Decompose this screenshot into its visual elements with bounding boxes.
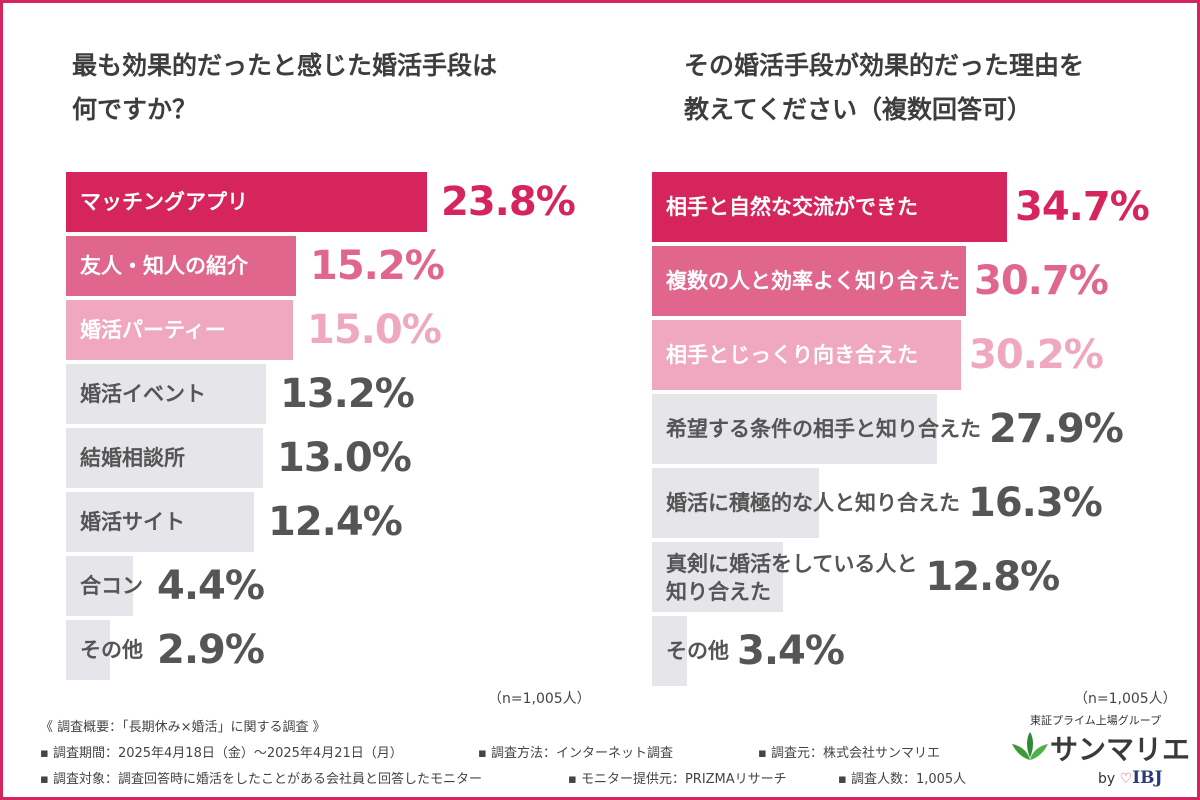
bar-value-6: 12.8%: [925, 554, 1060, 600]
survey-respondents: ▪ 調査人数：1,005人: [838, 772, 967, 787]
ibj-logo-text: IBJ: [1132, 768, 1163, 788]
bar-value-2: 15.2%: [310, 243, 445, 289]
survey-source: ▪ 調査元：株式会社サンマリエ: [758, 746, 940, 761]
bar-label-2: 友人・知人の紹介: [80, 254, 248, 278]
leaf-logo-icon: [1012, 732, 1048, 760]
brand-by-text: by: [1098, 771, 1116, 787]
bar-label-3: 相手とじっくり向き合えた: [666, 343, 918, 367]
bar-3: [66, 300, 293, 360]
bar-6: [66, 492, 254, 552]
bar-label-6: 真剣に婚活をしている人と 知り合えた: [666, 552, 918, 604]
bar-4: [66, 364, 266, 424]
heart-icon: ♡: [1119, 771, 1133, 787]
bar-2: [652, 246, 966, 316]
survey-method: ▪ 調査方法：インターネット調査: [478, 746, 673, 761]
bar-value-5: 13.0%: [277, 435, 412, 481]
bar-label-5: 結婚相談所: [80, 446, 185, 470]
survey-summary-heading: 《 調査概要：「長期休み×婚活」に関する調査 》: [40, 720, 326, 735]
bar-label-4: 婚活イベント: [80, 382, 206, 406]
bar-6: [652, 542, 783, 612]
bar-value-7: 4.4%: [157, 563, 265, 609]
brand-name: サンマリエ: [1050, 733, 1191, 766]
brand-byline: by ♡IBJ: [1098, 768, 1163, 788]
bar-label-4: 希望する条件の相手と知り合えた: [666, 417, 981, 441]
bar-4: [652, 394, 937, 464]
bar-value-8: 2.9%: [157, 627, 265, 673]
survey-target: ▪ 調査対象：調査回答時に婚活をしたことがある会社員と回答したモニター: [40, 772, 482, 787]
bar-label-7: その他: [666, 639, 729, 663]
bar-value-4: 27.9%: [989, 406, 1124, 452]
bar-value-1: 34.7%: [1015, 184, 1150, 230]
bar-value-7: 3.4%: [737, 628, 845, 674]
monitor-provider: ▪ モニター提供元：PRIZMAリサーチ: [568, 772, 787, 787]
bar-value-2: 30.7%: [974, 258, 1109, 304]
bar-5: [66, 428, 263, 488]
bar-8: [66, 620, 110, 680]
bar-1: [652, 172, 1007, 242]
right-chart-title-line-1: その婚活手段が効果的だった理由を: [684, 51, 1085, 80]
left-chart-title-line-1: 最も効果的だったと感じた婚活手段は: [72, 51, 498, 80]
bar-label-8: その他: [80, 638, 143, 662]
bar-5: [652, 468, 819, 538]
bar-value-6: 12.4%: [268, 499, 403, 545]
bar-value-3: 15.0%: [307, 307, 442, 353]
bar-1: [66, 172, 427, 232]
bar-value-5: 16.3%: [968, 480, 1103, 526]
left-chart-sample-note: （n=1,005人）: [488, 691, 591, 707]
bar-value-4: 13.2%: [280, 371, 415, 417]
right-chart-title-line-2: 教えてください（複数回答可）: [684, 95, 1033, 124]
bar-value-1: 23.8%: [441, 179, 576, 225]
left-chart-title-line-2: 何ですか？: [72, 95, 198, 124]
left-chart-title: 最も効果的だったと感じた婚活手段は 何ですか？: [72, 44, 497, 132]
right-chart-sample-note: （n=1,005人）: [1074, 691, 1177, 707]
bar-label-1: 相手と自然な交流ができた: [666, 195, 918, 219]
brand-group-label: 東証プライム上場グループ: [1030, 714, 1162, 727]
bar-label-2: 複数の人と効率よく知り合えた: [666, 269, 960, 293]
bar-7: [652, 616, 687, 686]
bar-2: [66, 236, 296, 296]
bar-label-6: 婚活サイト: [80, 510, 185, 534]
bar-label-1: マッチングアプリ: [80, 190, 248, 214]
bar-7: [66, 556, 133, 616]
bar-label-3: 婚活パーティー: [80, 318, 226, 342]
bar-label-7: 合コン: [80, 574, 143, 598]
bar-3: [652, 320, 961, 390]
survey-period: ▪ 調査期間：2025年4月18日（金）〜2025年4月21日（月）: [40, 746, 403, 761]
bar-value-3: 30.2%: [969, 332, 1104, 378]
bar-label-5: 婚活に積極的な人と知り合えた: [666, 491, 960, 515]
right-chart-title: その婚活手段が効果的だった理由を 教えてください（複数回答可）: [684, 44, 1084, 132]
